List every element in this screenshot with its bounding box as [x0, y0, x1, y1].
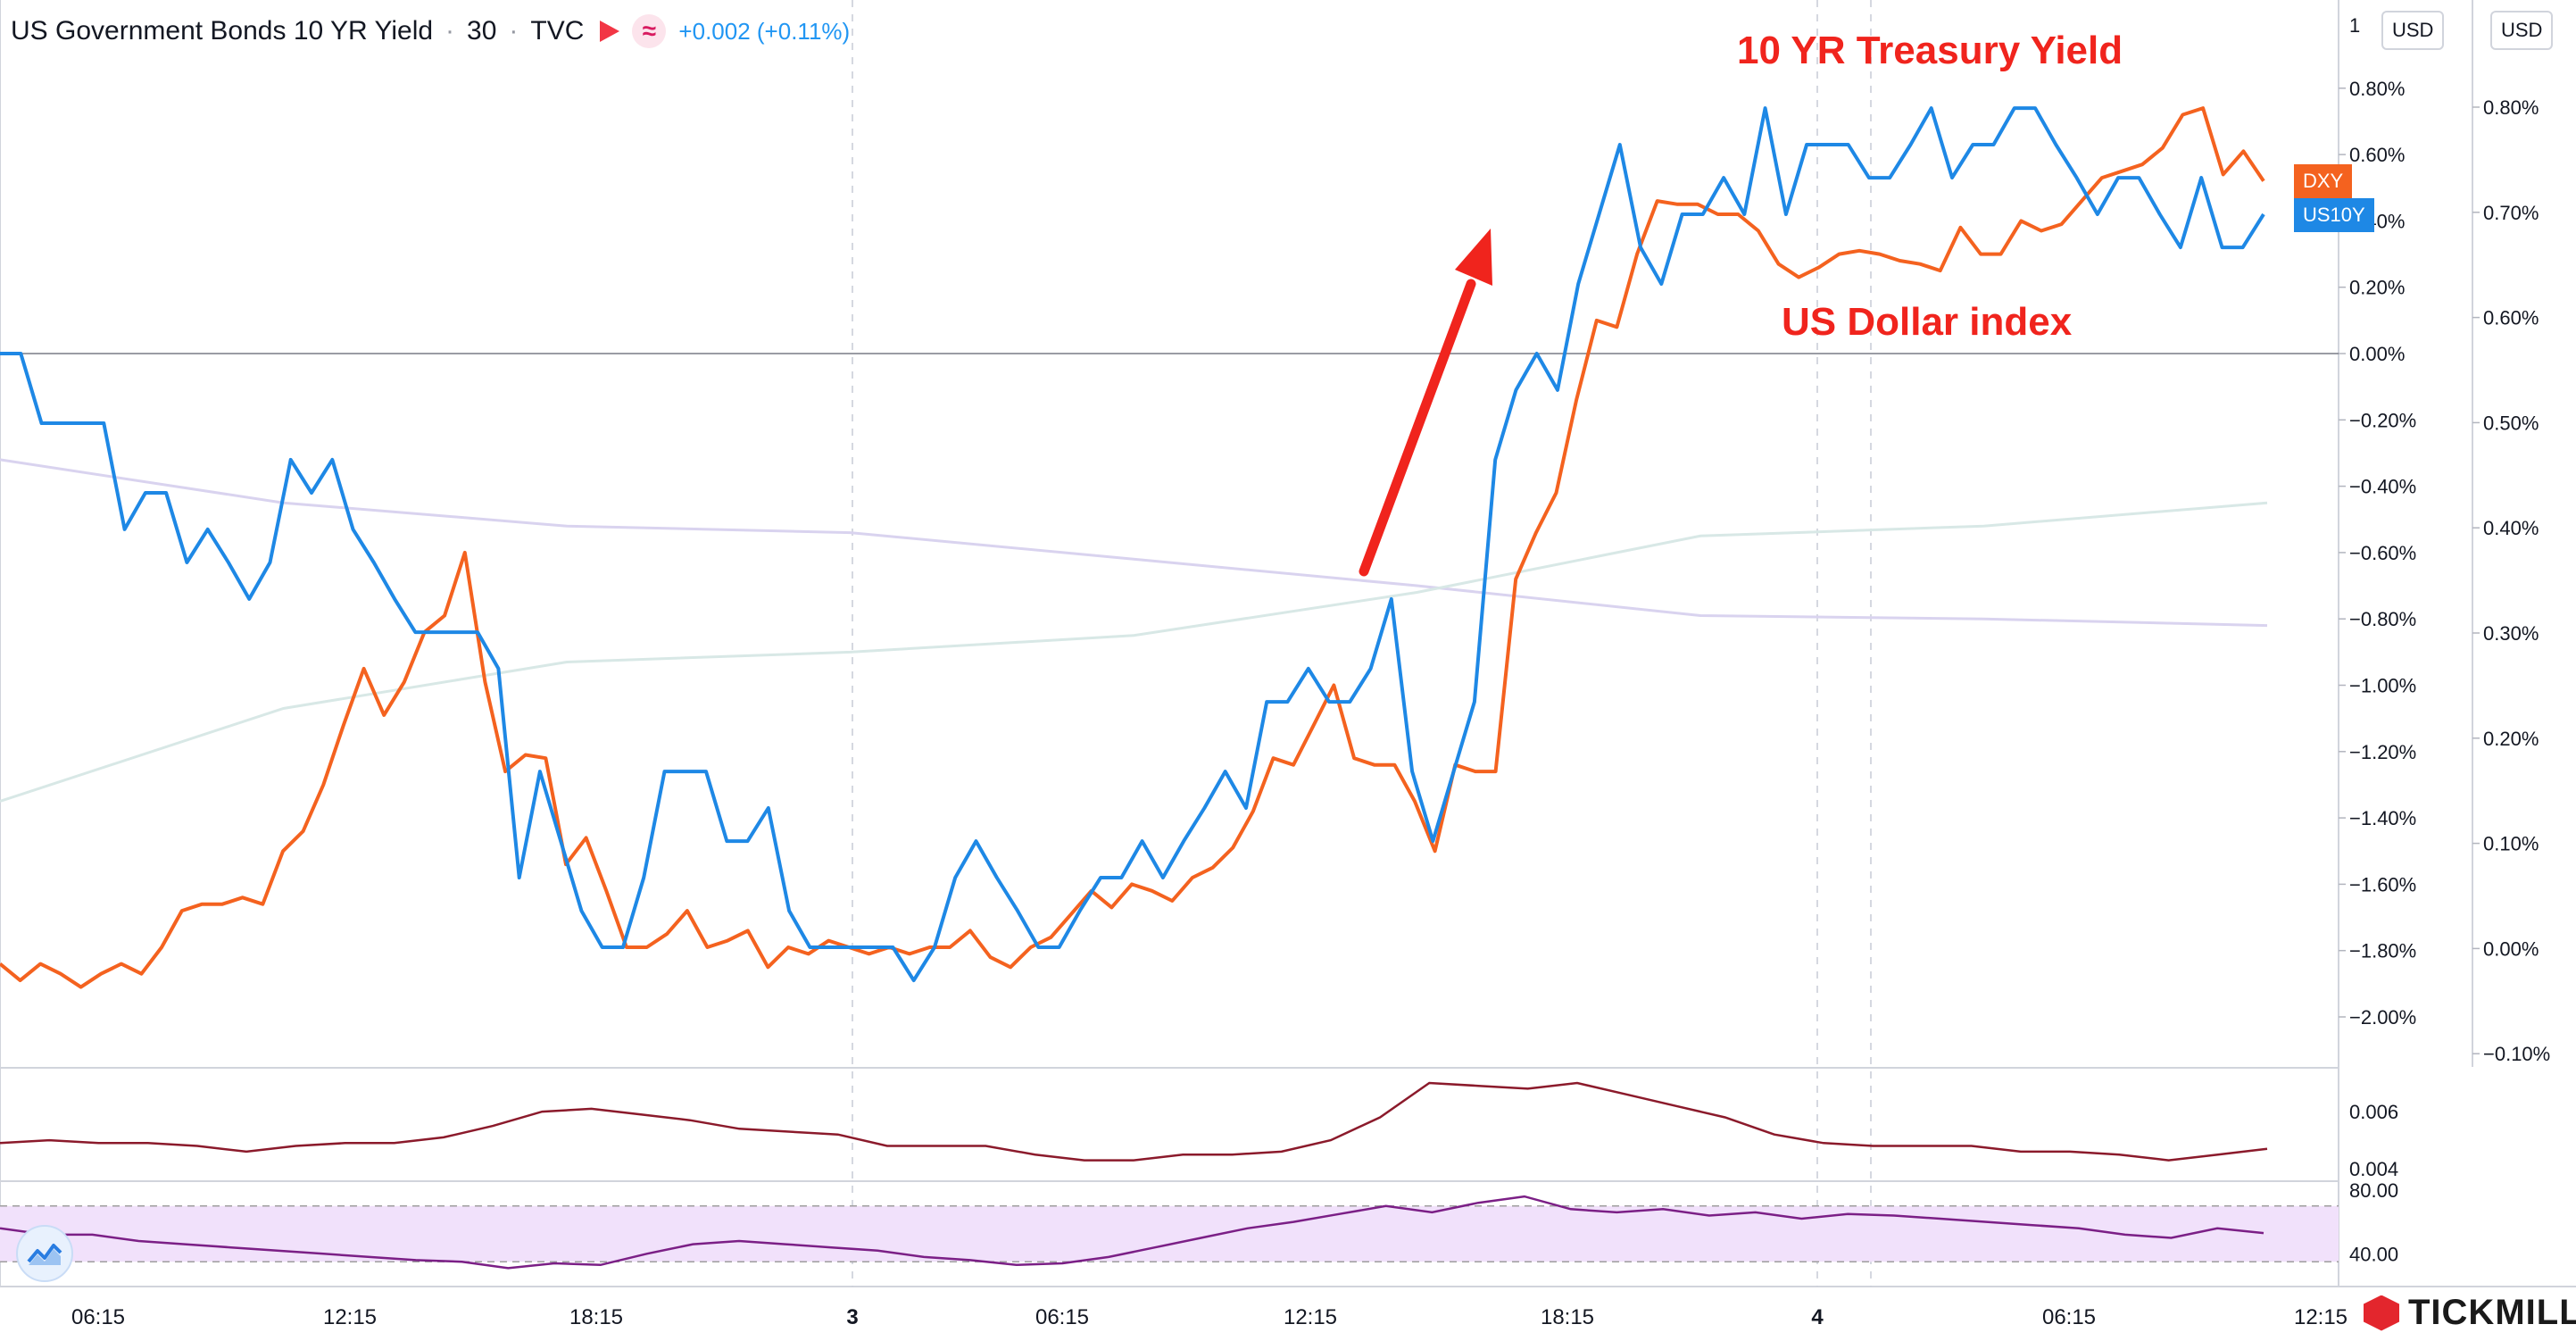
moving-average-line: [0, 501, 2268, 803]
change-value: +0.002 (+0.11%): [678, 17, 851, 45]
x-tick-label: 18:15: [569, 1305, 623, 1329]
y-tick-label: 0.70%: [2483, 202, 2539, 224]
axes: 06:15 12:15 18:15 3 06:15 12:15 18:15 4 06:15 12:…: [71, 14, 2550, 1329]
y-tick-label: 0.10%: [2483, 833, 2539, 855]
grid: [0, 0, 2576, 1287]
y-tick-label: −1.00%: [2349, 675, 2416, 697]
y-tick-label: 0.00%: [2349, 343, 2405, 365]
symbol-title[interactable]: US Government Bonds 10 YR Yield: [11, 16, 434, 46]
x-tick-label: 12:15: [1284, 1305, 1337, 1329]
y-tick-label: 0.30%: [2483, 622, 2539, 645]
logo-mark: [2364, 1295, 2399, 1331]
x-tick-label: 06:15: [71, 1305, 125, 1329]
y-tick-label: −2.00%: [2349, 1006, 2416, 1029]
rsi-tick-label: 80.00: [2349, 1179, 2398, 1202]
us10y-line: [0, 106, 2265, 983]
source-label: TVC: [530, 16, 585, 46]
dxy-last-tag: DXY: [2294, 164, 2353, 198]
indicator-tick-label: 0.004: [2349, 1158, 2398, 1180]
rsi-tick-label: 40.00: [2349, 1243, 2398, 1265]
x-tick-label: 3: [846, 1305, 858, 1329]
tickmill-logo: TICKMILL: [2364, 1293, 2576, 1333]
rsi-band: [0, 1205, 2339, 1262]
y-tick-label: 0.50%: [2483, 412, 2539, 434]
y-tick-label: 0.20%: [2349, 277, 2405, 299]
y-tick-label: 0.80%: [2349, 78, 2405, 100]
y-tick-label: 0.80%: [2483, 96, 2539, 119]
arrow-head: [1455, 229, 1492, 286]
y-tick-label: −1.20%: [2349, 741, 2416, 763]
x-tick-label: 12:15: [323, 1305, 377, 1329]
y-tick-label: −1.60%: [2349, 873, 2416, 895]
us10y-last-tag: US10Y: [2294, 198, 2374, 232]
moving-average-line: [0, 458, 2268, 628]
y-tick-label: 0.60%: [2483, 307, 2539, 329]
y-tick-label: −1.40%: [2349, 807, 2416, 829]
chart-icon[interactable]: [16, 1225, 73, 1282]
y-tick-label: −0.10%: [2483, 1043, 2550, 1065]
treasury-annotation: 10 YR Treasury Yield: [1737, 29, 2123, 72]
indicator-tick-label: 0.006: [2349, 1101, 2398, 1123]
x-tick-label: 06:15: [2042, 1305, 2096, 1329]
y-tick-label: −1.80%: [2349, 940, 2416, 962]
y-tick-label: −0.40%: [2349, 476, 2416, 498]
right-currency-button[interactable]: USD: [2490, 11, 2554, 50]
dxy-line: [0, 106, 2265, 989]
moving-averages: [0, 458, 2268, 803]
logo-text: TICKMILL: [2408, 1293, 2576, 1332]
y-tick-label: 1: [2349, 14, 2360, 37]
indicator-line: [0, 1081, 2268, 1162]
main-series: [0, 106, 2268, 1270]
interval-label[interactable]: 30: [467, 16, 497, 46]
y-tick-label: −0.20%: [2349, 409, 2416, 431]
arrow-shaft: [1359, 279, 1476, 577]
rsi-line: [0, 1195, 2264, 1270]
separator-dot: ·: [445, 16, 455, 46]
y-tick-label: −0.60%: [2349, 542, 2416, 564]
x-tick-label: 06:15: [1035, 1305, 1089, 1329]
y-tick-label: −0.80%: [2349, 608, 2416, 630]
y-tick-label: 0.00%: [2483, 937, 2539, 960]
x-tick-label: 4: [1811, 1305, 1824, 1329]
dollar-annotation: US Dollar index: [1782, 300, 2073, 344]
y-tick-label: 0.60%: [2349, 144, 2405, 166]
left-currency-button[interactable]: USD: [2381, 11, 2445, 50]
x-tick-label: 18:15: [1541, 1305, 1594, 1329]
x-tick-label: 12:15: [2294, 1305, 2347, 1329]
annotation-arrow: [1359, 229, 1492, 577]
wave-icon[interactable]: ≈: [632, 14, 667, 48]
y-tick-label: 0.40%: [2483, 517, 2539, 539]
y-tick-label: 0.20%: [2483, 728, 2539, 750]
separator-dot: ·: [509, 16, 519, 46]
chart-header: US Government Bonds 10 YR Yield · 30 · T…: [11, 9, 850, 54]
flag-icon[interactable]: [600, 21, 620, 42]
